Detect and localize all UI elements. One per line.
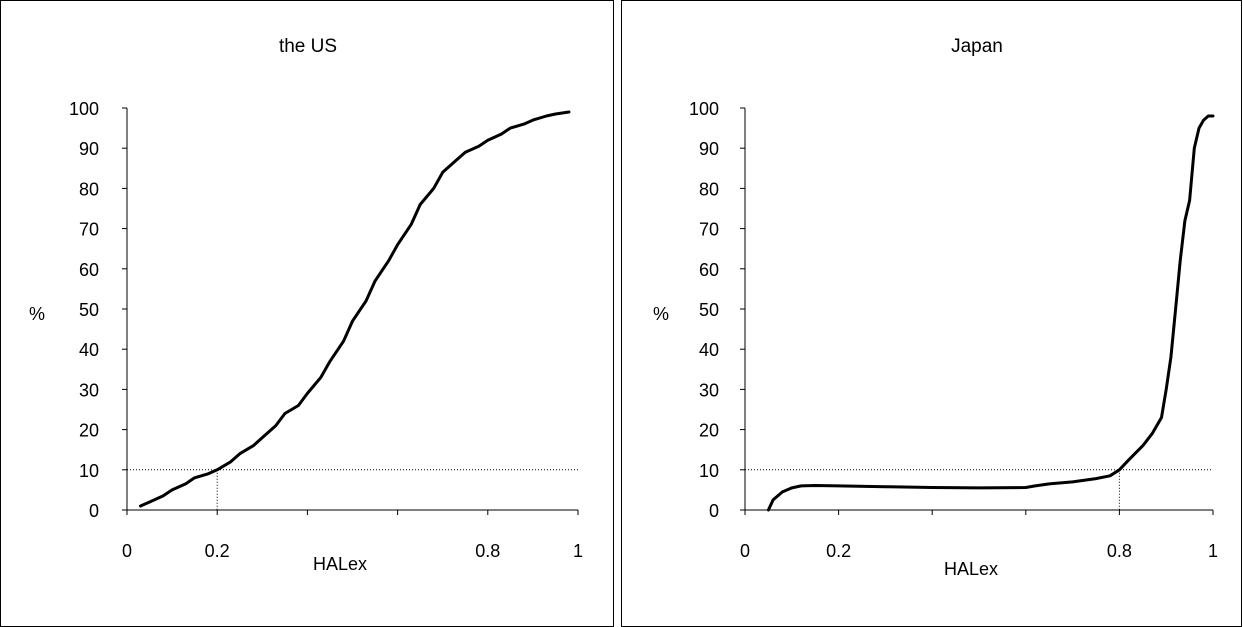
y-tick-label: 20 bbox=[79, 421, 99, 441]
y-tick-label: 50 bbox=[699, 300, 719, 320]
y-tick-label: 10 bbox=[79, 461, 99, 481]
y-tick-label: 70 bbox=[699, 220, 719, 240]
x-tick-label: 0 bbox=[122, 541, 132, 561]
x-tick-label: 1 bbox=[1208, 541, 1218, 561]
y-tick-label: 90 bbox=[79, 139, 99, 159]
y-tick-label: 30 bbox=[699, 380, 719, 400]
x-tick-label: 1 bbox=[573, 541, 583, 561]
y-tick-label: 80 bbox=[79, 179, 99, 199]
x-axis-label: HALex bbox=[313, 554, 367, 574]
y-tick-label: 90 bbox=[699, 139, 719, 159]
chart-title: Japan bbox=[951, 36, 1003, 57]
y-axis-label: % bbox=[653, 304, 669, 324]
chart-title: the US bbox=[279, 36, 337, 57]
y-tick-label: 100 bbox=[689, 99, 719, 119]
series-line bbox=[766, 114, 1215, 512]
y-tick-label: 60 bbox=[79, 260, 99, 280]
x-tick-label: 0.2 bbox=[826, 541, 851, 561]
y-tick-label: 50 bbox=[79, 300, 99, 320]
x-tick-label: 0 bbox=[740, 541, 750, 561]
x-axis-label: HALex bbox=[944, 559, 998, 579]
series-line bbox=[139, 110, 571, 508]
y-tick-label: 40 bbox=[699, 340, 719, 360]
y-tick-label: 10 bbox=[699, 461, 719, 481]
y-tick-label: 70 bbox=[79, 220, 99, 240]
us-chart: the US % HALex 0 10 20 30 40 50 60 70 80 90 100 0 0.… bbox=[0, 0, 614, 627]
japan-chart: Japan % HALex 0 10 20 30 40 50 60 70 80 90 100 0 0.2… bbox=[621, 0, 1242, 627]
y-tick-label: 0 bbox=[709, 501, 719, 521]
y-tick-label: 20 bbox=[699, 421, 719, 441]
y-tick-label: 100 bbox=[69, 99, 99, 119]
y-tick-label: 40 bbox=[79, 340, 99, 360]
y-tick-label: 0 bbox=[89, 501, 99, 521]
x-tick-label: 0.8 bbox=[475, 541, 500, 561]
x-tick-label: 0.2 bbox=[205, 541, 230, 561]
japan-chart-panel: Japan % HALex 0 10 20 30 40 50 60 70 80 90 100 0 0.2… bbox=[621, 0, 1243, 627]
x-tick-label: 0.8 bbox=[1107, 541, 1132, 561]
y-tick-label: 30 bbox=[79, 380, 99, 400]
y-tick-label: 80 bbox=[699, 179, 719, 199]
us-chart-panel: the US % HALex 0 10 20 30 40 50 60 70 80 90 100 0 0.… bbox=[0, 0, 615, 627]
y-axis-label: % bbox=[29, 304, 45, 324]
y-tick-label: 60 bbox=[699, 260, 719, 280]
